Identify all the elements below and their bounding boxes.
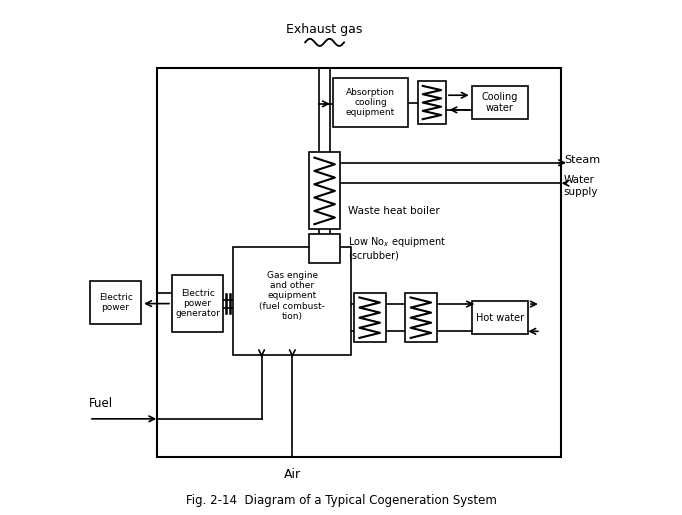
Bar bbox=[333, 78, 408, 127]
Bar bbox=[172, 276, 223, 332]
Bar bbox=[472, 86, 528, 119]
Text: Low No$_x$ equipment: Low No$_x$ equipment bbox=[349, 235, 446, 249]
Bar bbox=[354, 294, 385, 342]
Text: Steam: Steam bbox=[564, 155, 600, 165]
Bar bbox=[418, 81, 446, 124]
Text: Air: Air bbox=[284, 468, 301, 480]
Text: Exhaust gas: Exhaust gas bbox=[286, 23, 363, 36]
Text: Electric
power
generator: Electric power generator bbox=[175, 289, 220, 318]
Bar bbox=[90, 281, 141, 324]
Text: Electric
power: Electric power bbox=[99, 293, 132, 312]
Text: Gas engine
and other
equipment
(fuel combust-
tion): Gas engine and other equipment (fuel com… bbox=[259, 270, 325, 321]
Bar bbox=[309, 152, 340, 229]
Text: Fig. 2-14  Diagram of a Typical Cogeneration System: Fig. 2-14 Diagram of a Typical Cogenerat… bbox=[186, 494, 496, 507]
Text: Cooling
water: Cooling water bbox=[481, 92, 518, 113]
Bar bbox=[309, 234, 340, 263]
Text: Fuel: Fuel bbox=[89, 397, 113, 410]
Text: Water
supply: Water supply bbox=[564, 175, 598, 197]
Bar bbox=[472, 301, 528, 334]
Text: Hot water: Hot water bbox=[476, 313, 524, 323]
Bar bbox=[233, 247, 351, 355]
Text: Absorption
cooling
equipment: Absorption cooling equipment bbox=[346, 88, 395, 117]
Text: (scrubber): (scrubber) bbox=[349, 250, 399, 260]
Bar bbox=[405, 294, 436, 342]
Bar bbox=[157, 68, 561, 457]
Text: Waste heat boiler: Waste heat boiler bbox=[349, 207, 440, 216]
